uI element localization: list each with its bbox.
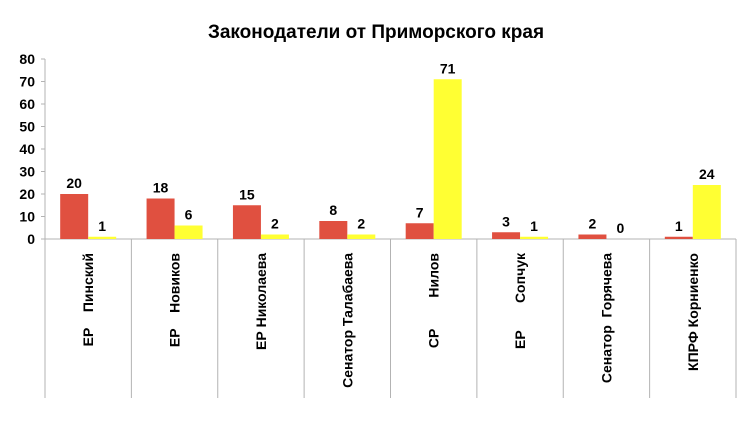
category-label: ЕР Новиков <box>167 253 183 347</box>
y-tick-label: 0 <box>27 231 35 247</box>
category-label: ЕР Пинский <box>80 253 96 346</box>
data-label: 8 <box>329 202 337 218</box>
category-label: КПРФ Корниенко <box>685 253 701 371</box>
y-tick-label: 50 <box>19 119 35 135</box>
data-label: 6 <box>185 207 193 223</box>
data-label: 71 <box>440 60 456 76</box>
y-tick-label: 70 <box>19 74 35 90</box>
category-label: Сенатор Талабаева <box>339 253 355 388</box>
chart-title: Законодатели от Приморского края <box>208 22 544 43</box>
data-label: 1 <box>675 218 683 234</box>
bar-series-2 <box>347 234 376 239</box>
data-label: 18 <box>153 180 169 196</box>
category-label: Сенатор Горячева <box>598 253 614 383</box>
y-tick-label: 40 <box>19 141 35 157</box>
data-label: 1 <box>98 218 106 234</box>
bar-series-2 <box>520 236 549 239</box>
data-label: 7 <box>416 204 424 220</box>
data-label: 1 <box>530 218 538 234</box>
category-label: ЕР Сопчук <box>512 252 528 349</box>
category-label: СР Нилов <box>426 253 442 349</box>
data-label: 2 <box>357 216 365 232</box>
data-label: 15 <box>239 186 255 202</box>
bar-series-1 <box>60 194 89 239</box>
bar-series-1 <box>578 234 607 239</box>
bar-series-1 <box>492 232 521 239</box>
bar-series-1 <box>232 205 261 239</box>
bar-series-2 <box>260 234 289 239</box>
data-label: 3 <box>502 213 510 229</box>
data-label: 0 <box>617 220 625 236</box>
y-tick-label: 20 <box>19 186 35 202</box>
bar-series-1 <box>146 198 175 239</box>
y-tick-label: 30 <box>19 164 35 180</box>
data-label: 2 <box>589 216 597 232</box>
bar-series-2 <box>174 225 203 239</box>
y-tick-label: 60 <box>19 96 35 112</box>
category-label: ЕР Николаева <box>253 253 269 350</box>
bar-series-2 <box>433 79 462 239</box>
bar-series-1 <box>319 221 348 239</box>
data-label: 20 <box>66 175 82 191</box>
y-tick-label: 10 <box>19 209 35 225</box>
bars <box>60 79 721 239</box>
data-label: 2 <box>271 216 279 232</box>
bar-series-1 <box>664 236 693 239</box>
bar-series-2 <box>88 236 117 239</box>
bar-series-1 <box>405 223 434 239</box>
bar-series-2 <box>692 185 721 239</box>
y-tick-label: 80 <box>19 51 35 67</box>
category-labels: ЕР Пинский ЕР Новиков ЕР Николаева Сенатор … <box>80 252 701 388</box>
data-label: 24 <box>699 166 715 182</box>
